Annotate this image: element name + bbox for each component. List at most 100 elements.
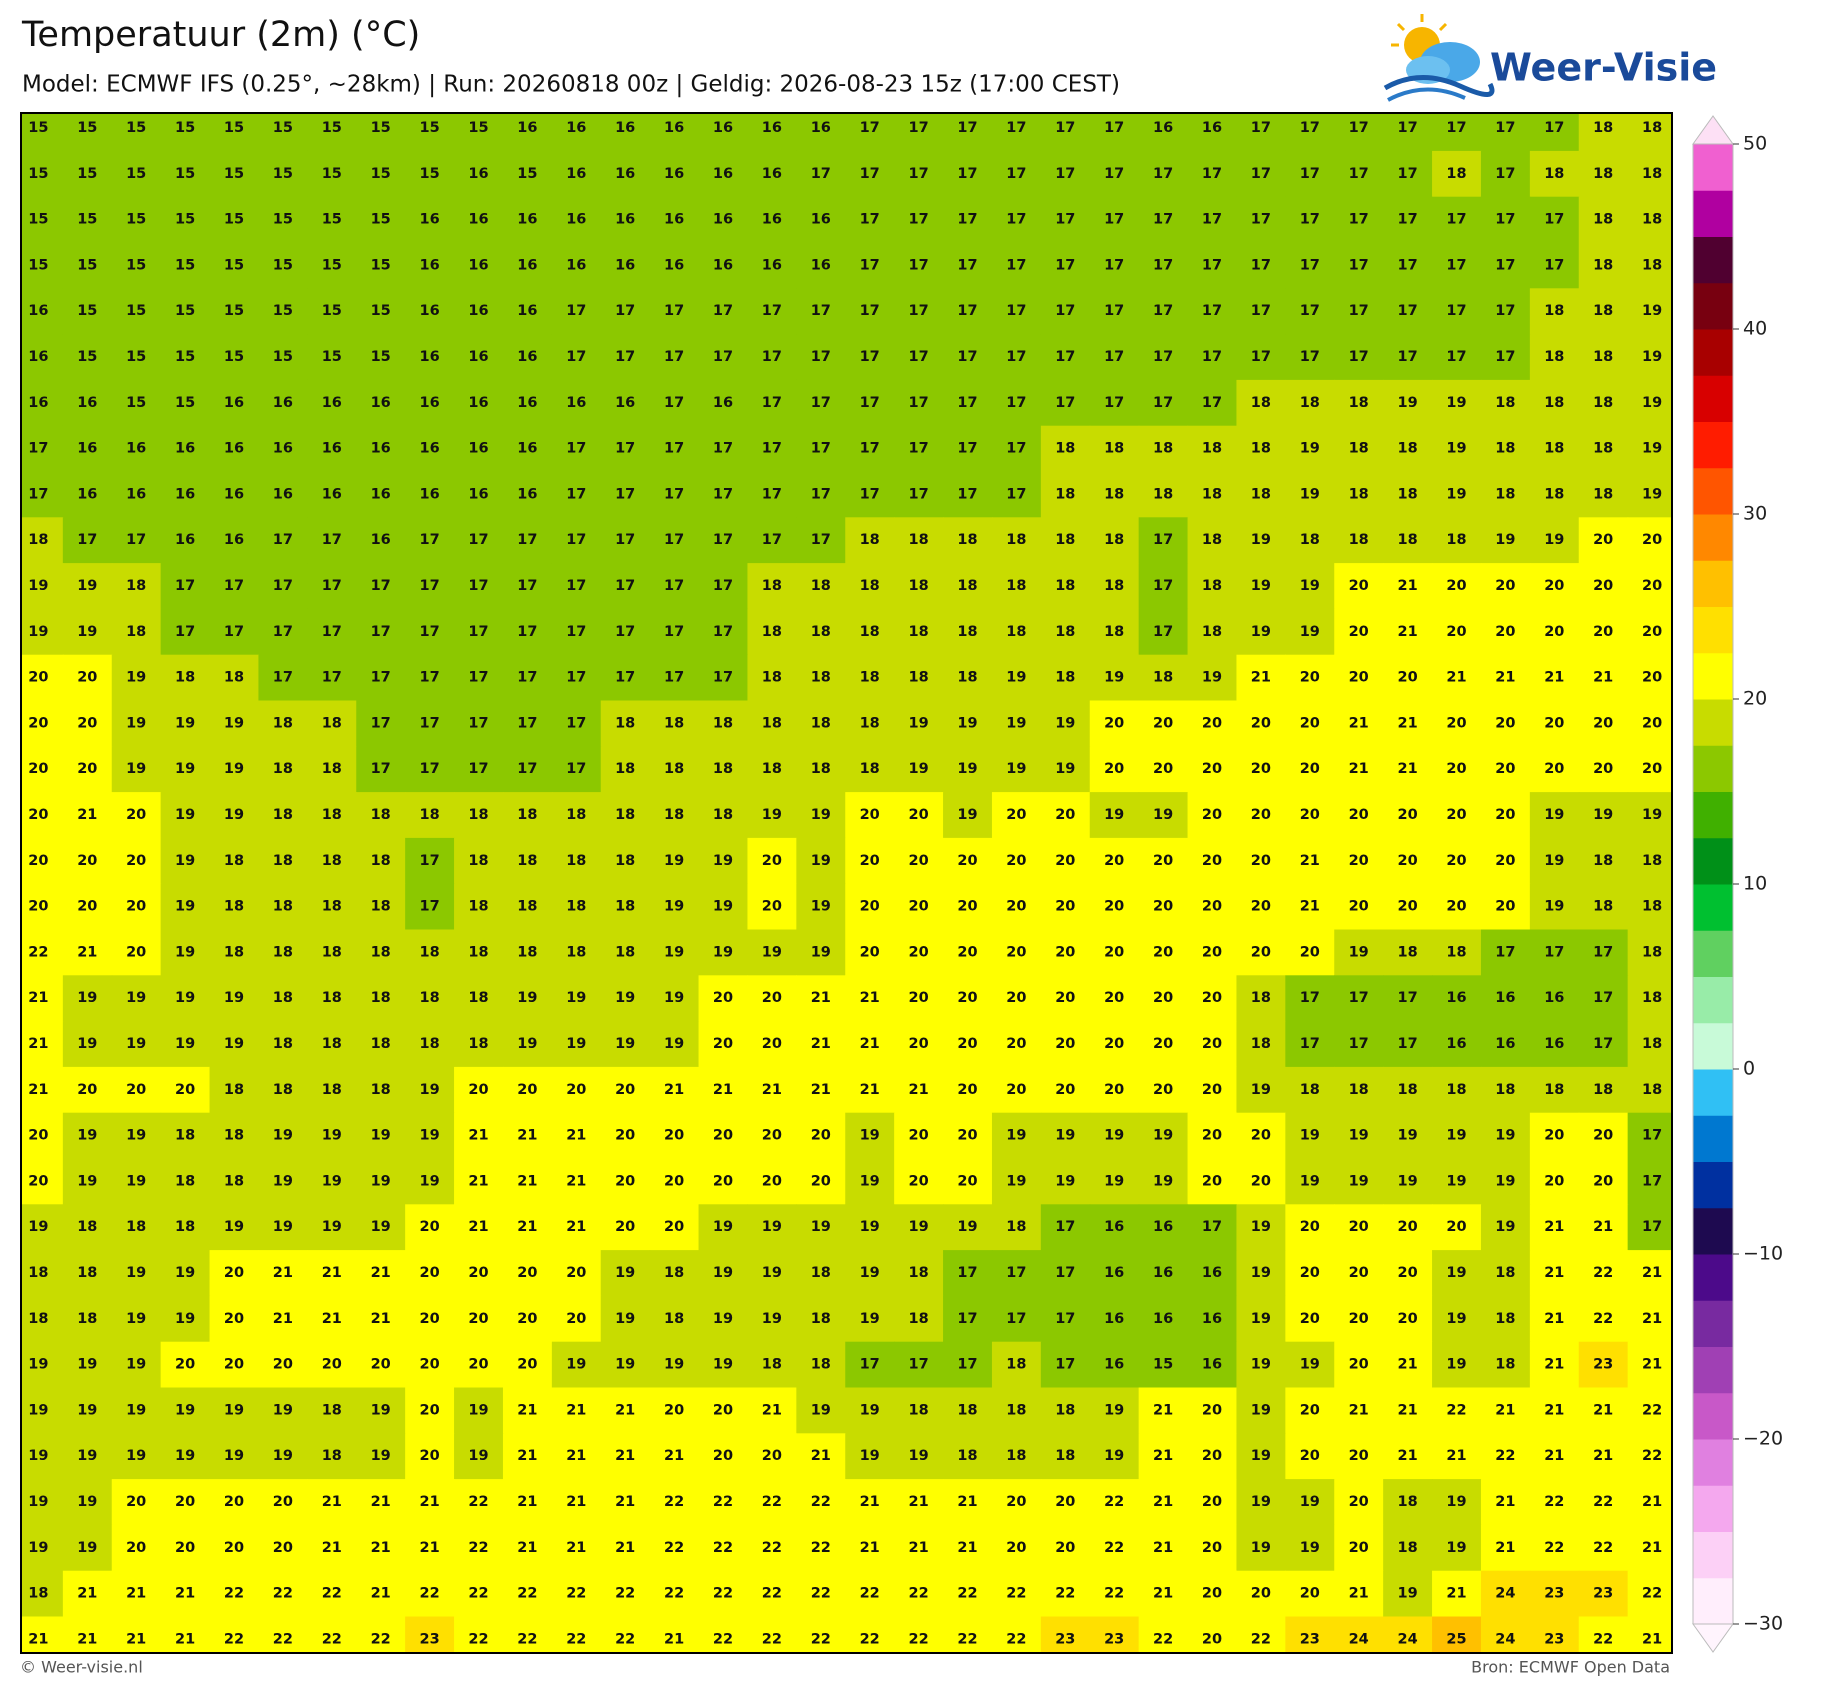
temperature-label: 21 <box>1300 853 1320 869</box>
temperature-cell <box>21 1066 64 1114</box>
temperature-cell <box>698 654 749 702</box>
temperature-label: 20 <box>1006 1540 1026 1556</box>
temperature-cell <box>845 471 895 518</box>
temperature-label: 20 <box>468 1311 488 1327</box>
temperature-label: 19 <box>77 1448 97 1464</box>
temperature-label: 21 <box>420 1494 440 1510</box>
temperature-cell <box>796 1479 846 1526</box>
temperature-label: 17 <box>957 441 977 457</box>
temperature-label: 20 <box>1544 1128 1564 1144</box>
temperature-label: 18 <box>1055 1402 1075 1418</box>
temperature-label: 20 <box>1104 1036 1124 1052</box>
temperature-cell <box>1480 1433 1531 1480</box>
temperature-cell <box>1187 242 1238 289</box>
temperature-label: 19 <box>1104 1173 1124 1189</box>
temperature-cell <box>209 883 260 931</box>
temperature-label: 20 <box>909 807 929 823</box>
temperature-cell <box>258 1616 308 1653</box>
temperature-cell <box>502 1021 553 1068</box>
temperature-label: 19 <box>1495 532 1515 548</box>
temperature-cell <box>307 1479 357 1526</box>
temperature-cell <box>894 1433 944 1480</box>
temperature-label: 16 <box>468 349 488 365</box>
temperature-cell <box>111 1112 162 1160</box>
temperature-cell <box>796 471 846 518</box>
temperature-label: 18 <box>371 899 391 915</box>
temperature-label: 20 <box>28 1173 48 1189</box>
temperature-label: 19 <box>322 1219 342 1235</box>
temperature-label: 20 <box>1006 1036 1026 1052</box>
temperature-labels: 15 15 15 15 15 15 15 15 15 15 16 16 16 16 16 16 16 17 17 17… <box>28 120 1662 1647</box>
temperature-cell <box>551 563 602 610</box>
temperature-cell <box>1187 1433 1238 1480</box>
temperature-label: 18 <box>371 853 391 869</box>
temperature-cell <box>209 608 260 656</box>
temperature-label: 19 <box>1251 1402 1271 1418</box>
temperature-cell <box>1529 1479 1580 1526</box>
temperature-label: 20 <box>1544 578 1564 594</box>
temperature-label: 22 <box>762 1494 782 1510</box>
temperature-cell <box>209 1066 260 1114</box>
temperature-cell <box>160 1021 211 1068</box>
temperature-cell <box>943 425 993 473</box>
temperature-label: 18 <box>1593 853 1613 869</box>
temperature-label: 18 <box>322 944 342 960</box>
temperature-label: 18 <box>273 761 293 777</box>
temperature-cell <box>160 196 211 244</box>
temperature-cell <box>1040 1021 1091 1068</box>
temperature-cell <box>894 379 944 427</box>
temperature-cell <box>1285 929 1335 976</box>
temperature-label: 18 <box>1202 486 1222 502</box>
temperature-label: 19 <box>1055 761 1075 777</box>
temperature-cell <box>1627 1433 1672 1480</box>
temperature-label: 17 <box>664 441 684 457</box>
temperature-cell <box>1432 608 1482 656</box>
temperature-cell <box>991 242 1042 289</box>
temperature-cell <box>600 334 651 381</box>
temperature-label: 17 <box>1055 349 1075 365</box>
temperature-label: 20 <box>224 1494 244 1510</box>
temperature-label: 20 <box>1642 715 1662 731</box>
temperature-cell <box>1383 334 1433 381</box>
temperature-cell <box>991 1112 1042 1160</box>
temperature-cell <box>991 379 1042 427</box>
temperature-cell <box>258 1250 308 1297</box>
temperature-cell <box>21 1021 64 1068</box>
temperature-cell <box>454 1570 504 1618</box>
temperature-cell <box>1334 334 1384 381</box>
temperature-label: 16 <box>224 532 244 548</box>
temperature-label: 20 <box>1153 1082 1173 1098</box>
temperature-cell <box>991 1158 1042 1205</box>
temperature-label: 18 <box>28 1586 48 1602</box>
temperature-cell <box>698 746 749 793</box>
temperature-cell <box>1627 113 1672 152</box>
temperature-cell <box>502 975 553 1022</box>
temperature-cell <box>1089 608 1140 656</box>
temperature-label: 20 <box>1251 1173 1271 1189</box>
temperature-label: 18 <box>126 624 146 640</box>
temperature-label: 16 <box>420 212 440 228</box>
temperature-label: 15 <box>371 349 391 365</box>
temperature-label: 15 <box>322 303 342 319</box>
temperature-cell <box>258 1387 308 1434</box>
temperature-label: 17 <box>909 441 929 457</box>
temperature-label: 21 <box>126 1631 146 1647</box>
temperature-cell <box>551 517 602 564</box>
temperature-cell <box>991 1066 1042 1114</box>
temperature-label: 21 <box>1398 715 1418 731</box>
temperature-label: 20 <box>1446 715 1466 731</box>
temperature-cell <box>1040 883 1091 931</box>
temperature-label: 19 <box>860 1219 880 1235</box>
temperature-label: 20 <box>762 1448 782 1464</box>
temperature-label: 17 <box>517 624 537 640</box>
temperature-label: 17 <box>468 624 488 640</box>
temperature-cell <box>747 975 797 1022</box>
temperature-cell <box>405 929 455 976</box>
temperature-cell <box>991 1479 1042 1526</box>
temperature-cell <box>1334 883 1384 931</box>
temperature-cell <box>1089 975 1140 1022</box>
temperature-cell <box>1529 1341 1580 1389</box>
temperature-label: 15 <box>1153 1357 1173 1373</box>
temperature-label: 21 <box>860 1494 880 1510</box>
temperature-cell <box>698 113 749 152</box>
